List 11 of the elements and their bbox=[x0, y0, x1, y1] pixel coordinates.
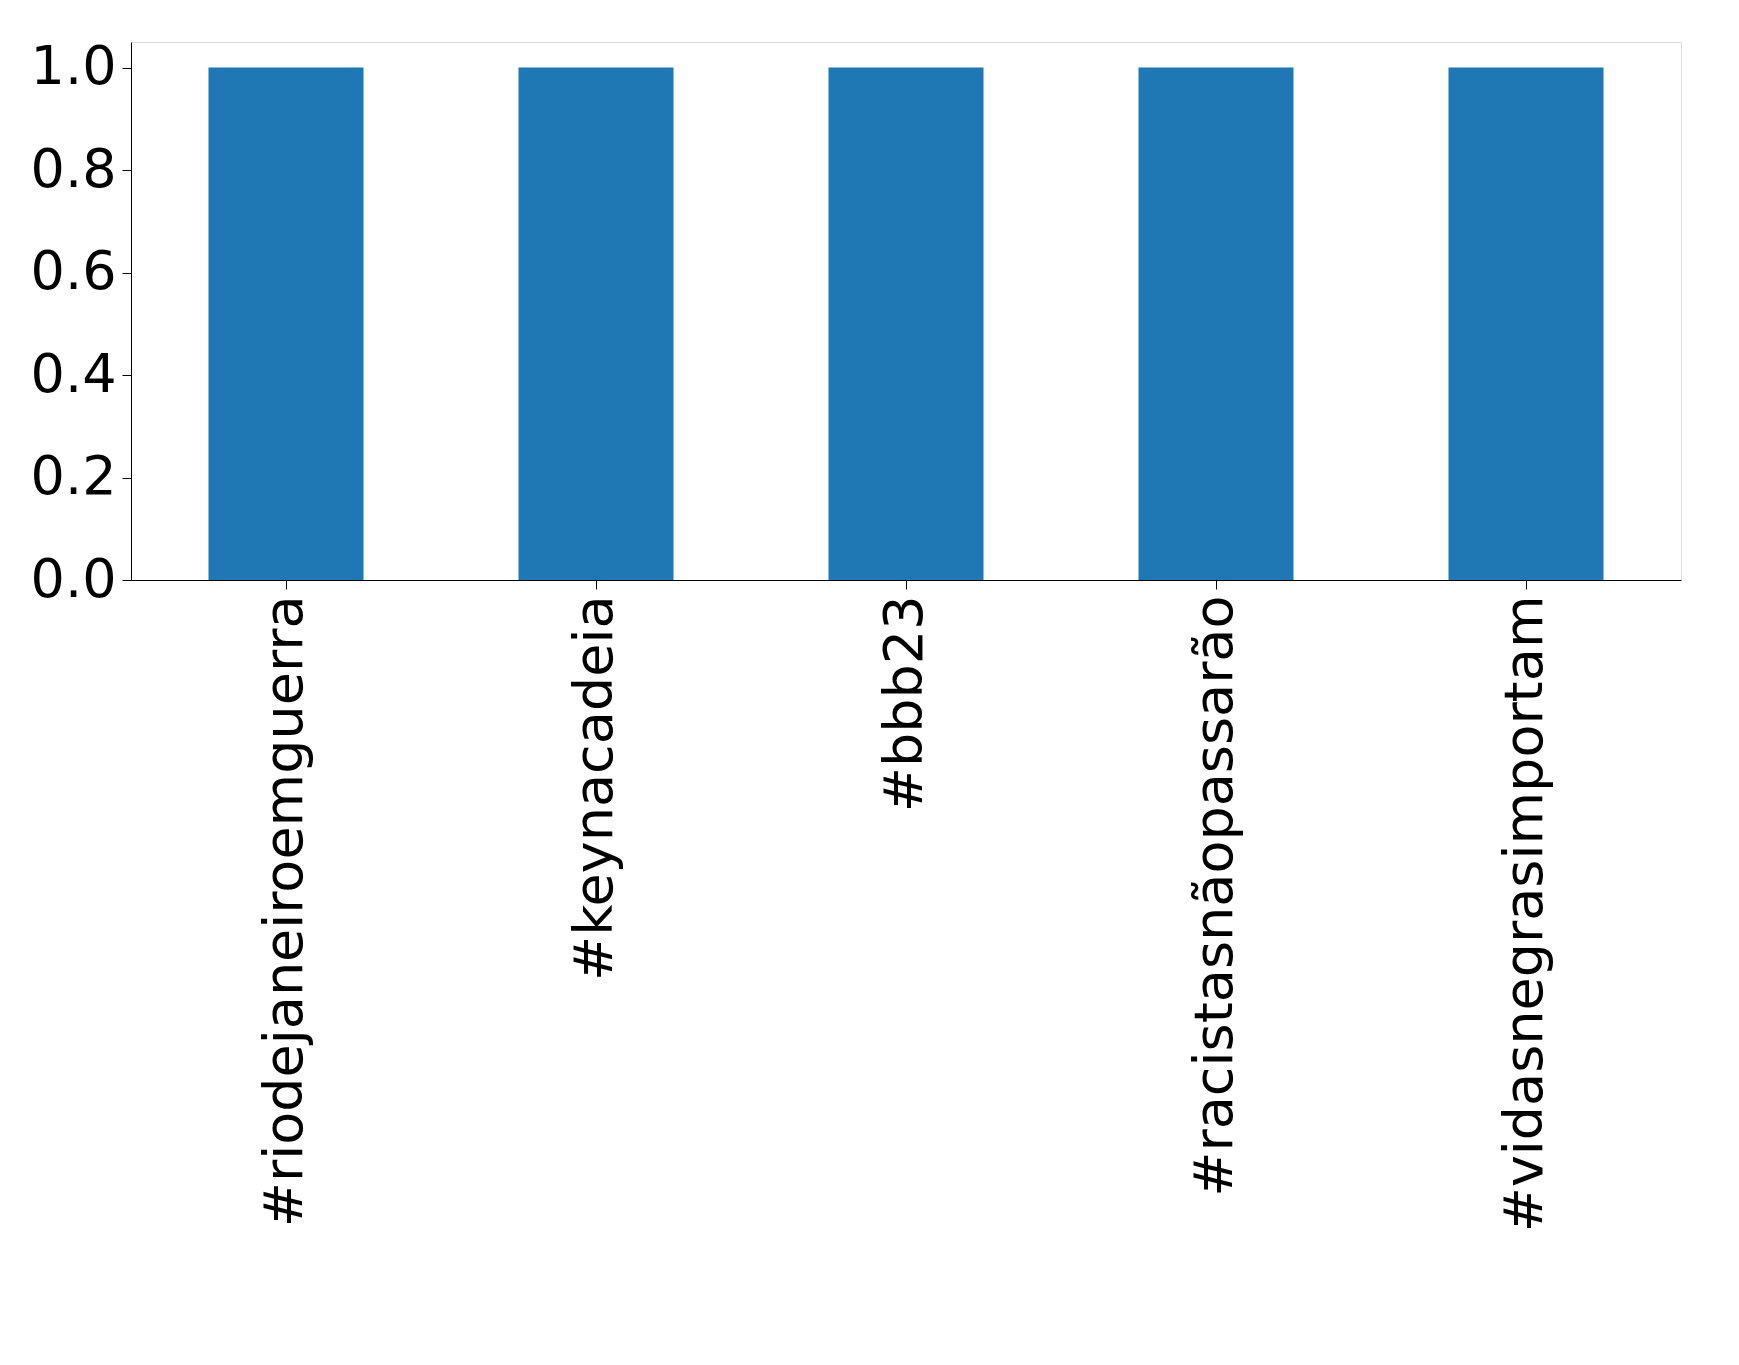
x-tick-label: #vidasnegrasimportam bbox=[1492, 595, 1555, 1233]
y-tick-label: 1.0 bbox=[30, 34, 117, 98]
x-tick-label: #riodejaneiroemguerra bbox=[252, 595, 315, 1228]
x-tick-label: #keynacadeia bbox=[562, 595, 625, 981]
y-tick-label: 0.8 bbox=[30, 136, 117, 200]
x-tick-label: #racistasnãopassarão bbox=[1182, 595, 1245, 1197]
x-tick-label: #bbb23 bbox=[872, 595, 935, 813]
y-tick-label: 0.4 bbox=[30, 341, 117, 405]
y-tick-label: 0.0 bbox=[30, 546, 117, 610]
y-tick-label: 0.6 bbox=[30, 239, 117, 303]
y-tick-label: 0.2 bbox=[30, 444, 117, 508]
